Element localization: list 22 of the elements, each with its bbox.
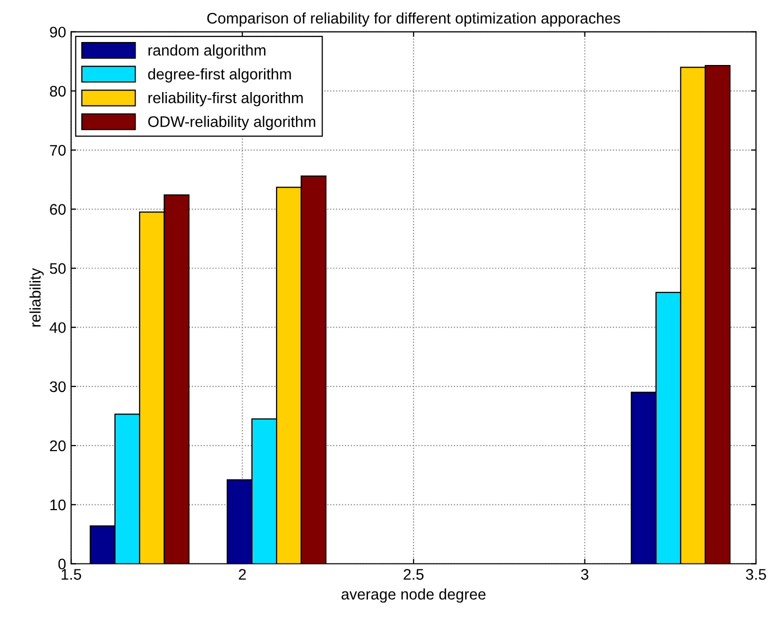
- y-tick-label: 40: [50, 322, 66, 334]
- y-tick-label: 70: [50, 144, 66, 156]
- y-tick-label: 0: [58, 558, 66, 570]
- chart-title: Comparison of reliability for different optimization apporaches: [207, 12, 620, 27]
- y-tick-label: 60: [50, 204, 66, 215]
- y-tick-label: 50: [50, 263, 66, 274]
- x-tick-label: 3: [581, 569, 588, 580]
- legend-label: degree-first algorithm: [148, 68, 291, 82]
- y-axis-title: reliability: [29, 268, 44, 326]
- x-tick-label: 2.5: [404, 569, 424, 580]
- y-tick-label: 20: [50, 440, 66, 452]
- legend-label: reliability-first algorithm: [148, 92, 303, 106]
- x-axis-title: average node degree: [342, 588, 486, 603]
- x-tick-label: 1.5: [62, 569, 82, 580]
- x-tick-label: 3.5: [746, 569, 766, 580]
- legend-label: ODW-reliability algorithm: [148, 116, 316, 130]
- y-tick-label: 90: [50, 26, 66, 38]
- y-tick-label: 80: [50, 86, 66, 97]
- legend-label: random algorithm: [148, 44, 266, 59]
- x-tick-label: 2: [238, 569, 246, 580]
- y-tick-label: 30: [50, 381, 66, 392]
- y-tick-label: 10: [50, 500, 66, 510]
